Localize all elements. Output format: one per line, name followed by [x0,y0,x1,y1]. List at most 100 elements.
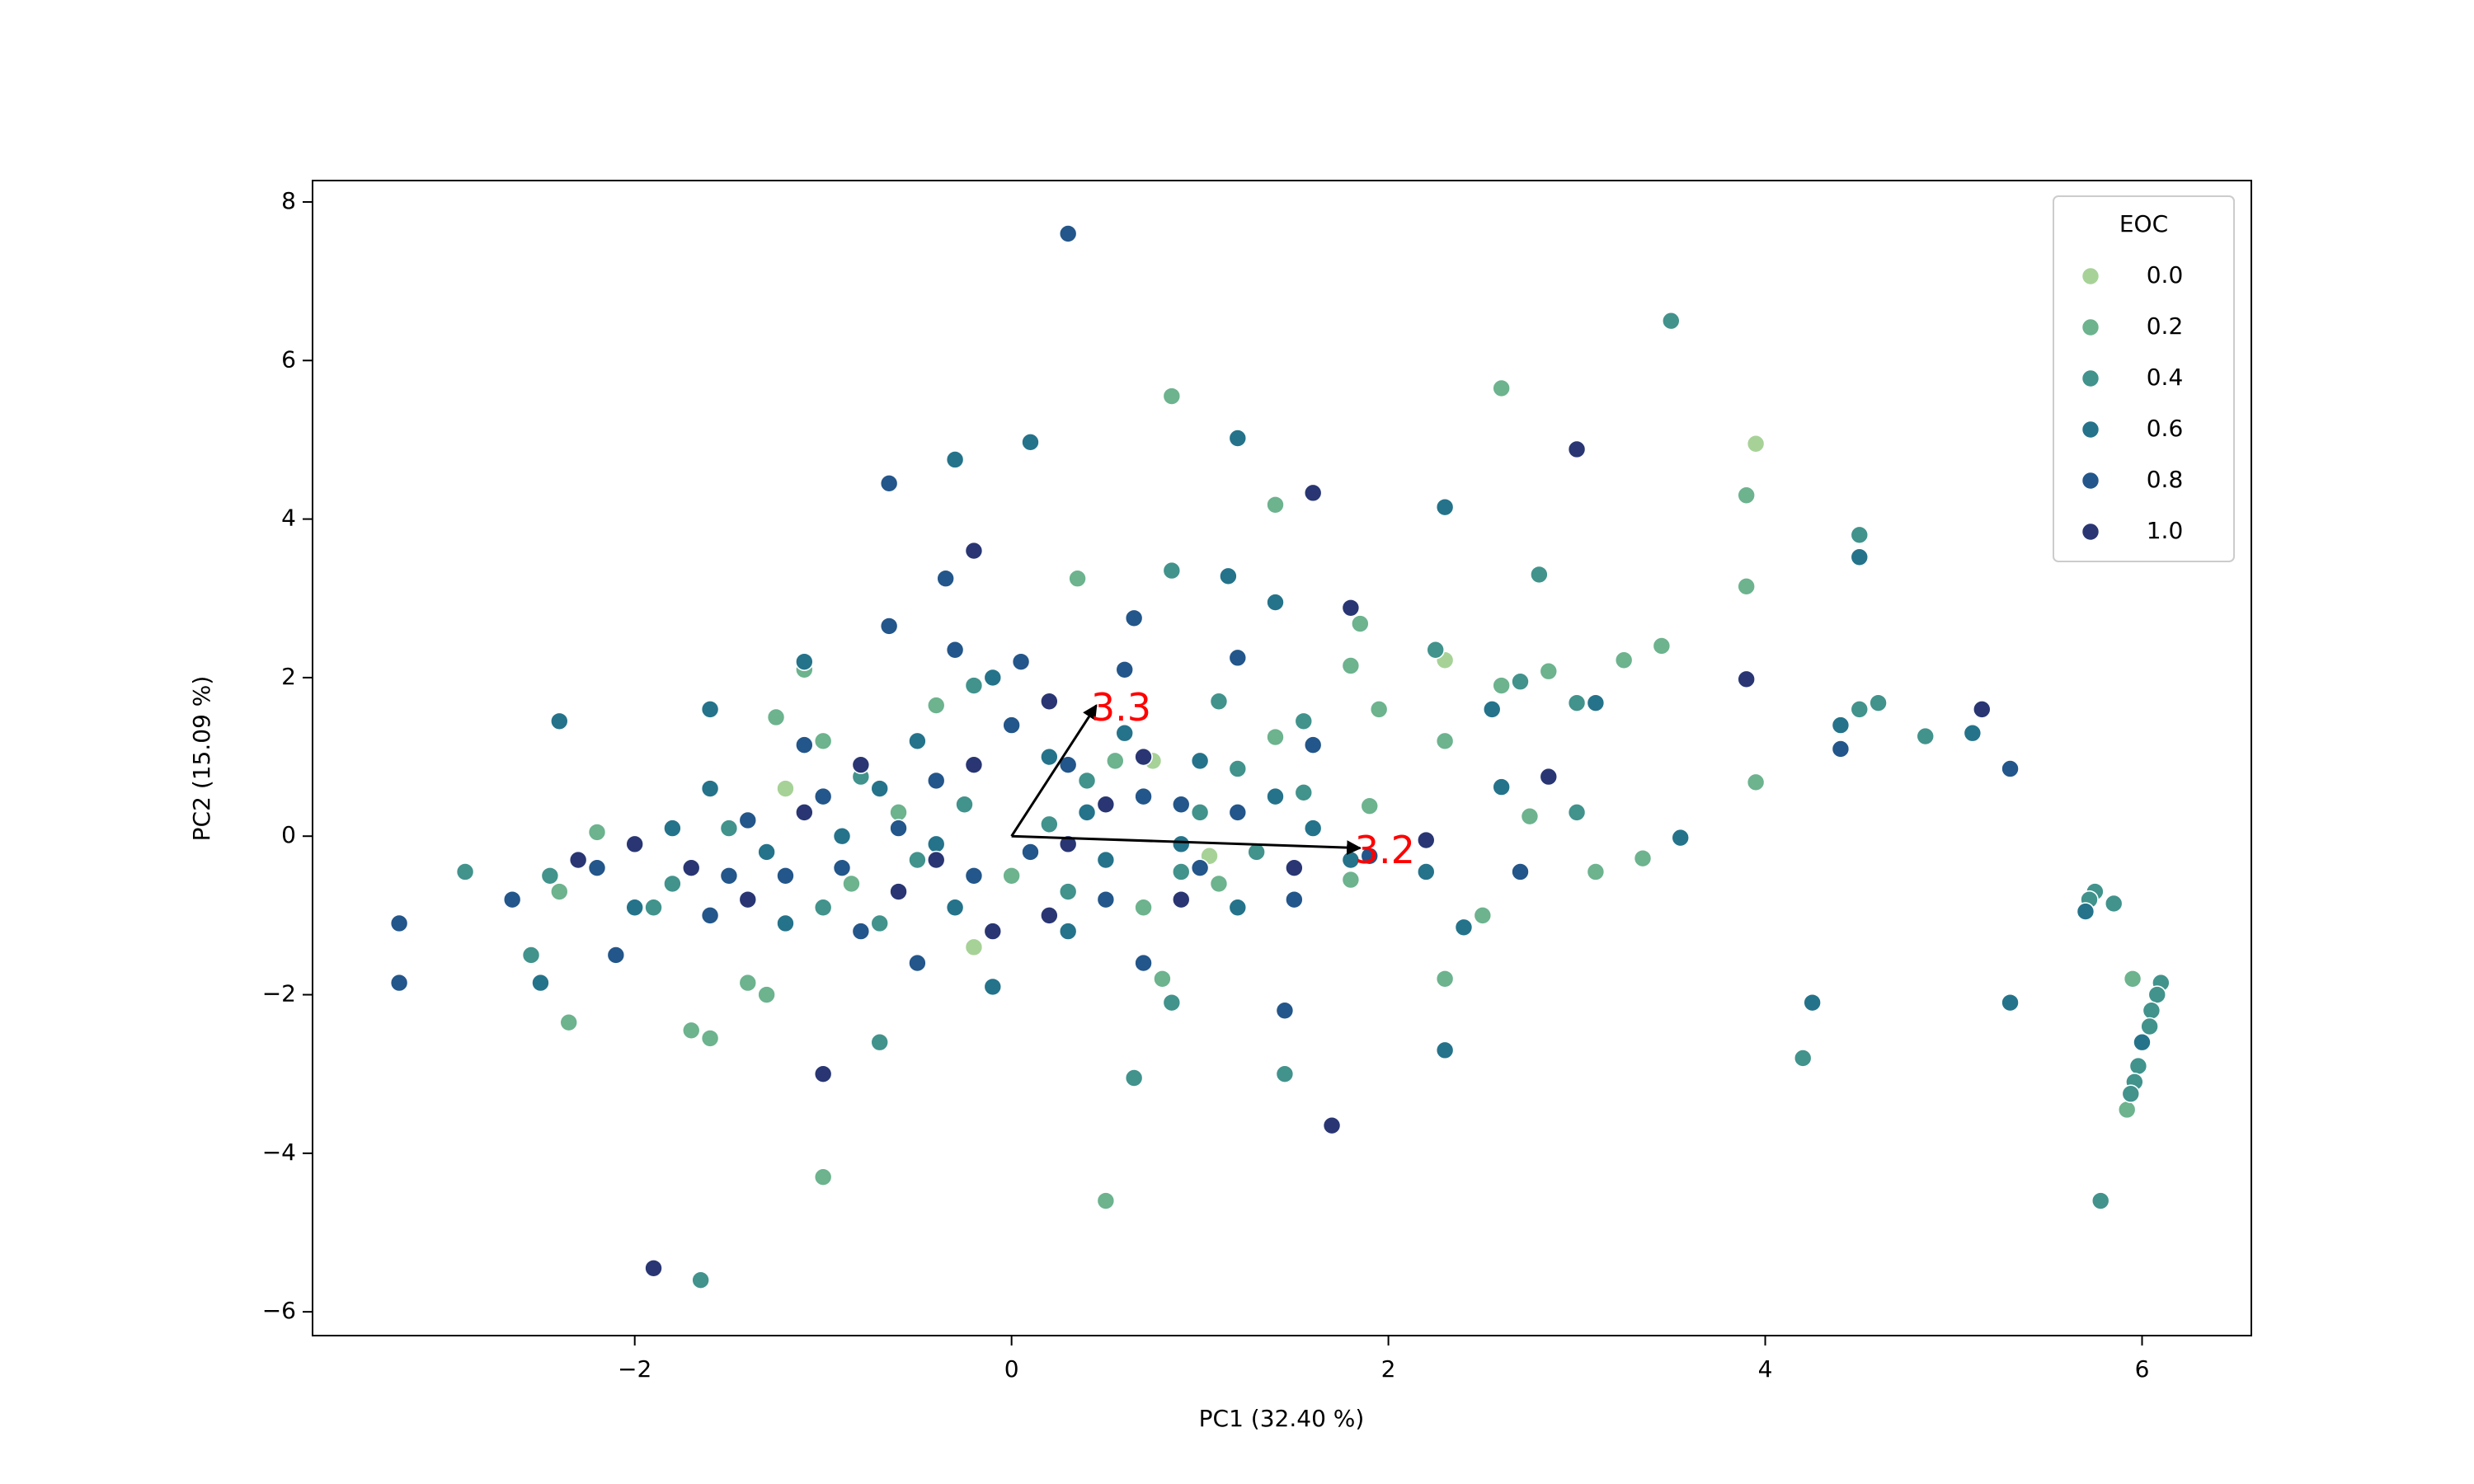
data-point [1209,874,1229,894]
legend-marker [2081,317,2100,337]
data-point [908,850,927,870]
data-point [606,946,626,965]
data-point [1351,614,1370,633]
data-point [1171,862,1191,881]
y-tick-label: 8 [281,187,296,214]
data-point [1134,898,1153,918]
data-point [2104,894,2124,913]
data-point [550,882,569,901]
data-point [1209,692,1229,711]
data-point [1096,795,1116,815]
data-point [842,874,861,894]
data-point [644,1258,663,1278]
data-point [1266,727,1285,747]
data-point [1737,577,1756,596]
data-point [1266,495,1285,514]
data-point [1134,747,1153,767]
data-point [1972,700,1992,719]
data-point [1567,439,1587,459]
data-point [1077,803,1097,822]
data-point [776,866,795,885]
data-point [1492,676,1511,695]
data-point [644,898,663,918]
data-point [2133,1032,2152,1052]
data-point [813,787,833,806]
data-point [1190,751,1210,771]
data-point [540,866,560,885]
data-point [879,474,899,493]
data-point [1850,700,1870,719]
data-point [2091,1191,2110,1210]
arrow-label: 3.2 [1355,828,1415,872]
legend-title: EOC [2119,210,2168,237]
legend-label: 0.2 [2147,312,2184,340]
data-point [389,913,409,933]
data-point [1435,497,1455,517]
legend-label: 0.0 [2147,261,2184,289]
arrow-label: 3.3 [1091,685,1151,730]
data-point [625,898,644,918]
data-point [1567,693,1587,712]
data-point [813,1064,833,1083]
data-point [521,946,541,965]
data-point [795,652,814,671]
data-point [1435,1040,1455,1060]
data-point [945,640,965,660]
data-point [1040,747,1059,767]
data-point [2140,1017,2159,1036]
data-point [2001,993,2020,1012]
data-point [1077,771,1097,791]
data-point [1171,834,1191,854]
x-tick-label: 2 [1381,1355,1396,1383]
data-point [889,882,908,901]
data-point [1275,1064,1295,1083]
data-point [1011,652,1031,671]
data-point [1341,598,1361,618]
data-point [1360,796,1380,815]
data-point [455,862,475,881]
data-point [1096,850,1116,870]
x-axis-label: PC1 (32.40 %) [1199,1405,1365,1432]
legend-marker [2081,266,2100,286]
data-point [1219,566,1238,586]
data-point [1228,759,1248,778]
data-point [738,973,758,993]
data-point [776,913,795,933]
data-point [1162,387,1182,406]
legend-marker [2081,471,2100,491]
data-point [1303,483,1323,503]
data-point [757,985,776,1004]
data-point [1426,640,1446,660]
data-point [1652,636,1672,655]
legend-marker [2081,420,2100,439]
data-point [1058,224,1078,243]
data-point [1106,751,1125,771]
data-point [1002,716,1021,735]
x-tick-label: 0 [1004,1355,1019,1383]
data-point [1586,862,1606,881]
data-point [1285,890,1304,909]
plot-area [389,224,2171,1289]
data-point [1435,731,1455,751]
data-point [1058,922,1078,941]
y-tick-label: −6 [262,1297,296,1324]
data-point [879,617,899,636]
data-point [926,696,946,715]
data-point [1285,858,1304,877]
data-point [568,850,588,870]
data-point [1266,787,1285,806]
axes-frame [312,180,2252,1336]
data-point [926,850,946,870]
data-point [719,819,739,838]
data-point [776,779,795,798]
data-point [1068,569,1087,589]
data-point [1416,862,1436,881]
data-point [1058,834,1078,854]
data-point [1058,882,1078,901]
data-point [1115,723,1135,743]
data-point [738,890,758,909]
data-point [832,826,852,846]
y-tick-label: −2 [262,980,296,1007]
data-point [870,779,890,798]
